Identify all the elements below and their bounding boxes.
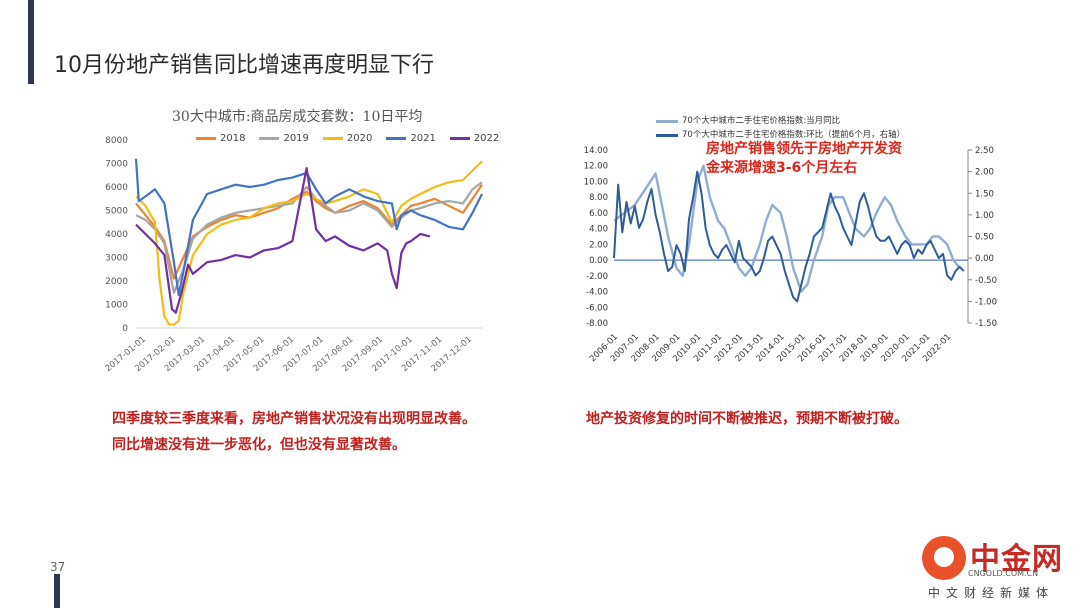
legend-label: 70个大中城市二手住宅价格指数:环比（提前6个月，右轴） (682, 130, 906, 140)
y-left-tick-label: 12.00 (584, 162, 608, 172)
legend-swatch (196, 137, 216, 140)
legend-label: 70个大中城市二手住宅价格指数:当月同比 (682, 116, 841, 126)
chart-legend: 2018 2019 2020 2021 2022 (196, 133, 499, 144)
legend-item: 2022 (449, 133, 500, 144)
logo-icon (922, 536, 966, 580)
legend-label: 2022 (473, 133, 500, 144)
y-right-tick-label: 1.50 (975, 189, 994, 199)
legend-item: 70个大中城市二手住宅价格指数:环比（提前6个月，右轴） (656, 128, 905, 142)
brand-domain: CNGOLD.COM.CN (968, 569, 1039, 578)
legend-label: 2020 (346, 133, 373, 144)
accent-bar-bottom (54, 574, 60, 608)
legend-label: 2019 (283, 133, 309, 144)
chart-annotation: 房地产销售领先于房地产开发资 金来源增速3-6个月左右 (706, 140, 902, 178)
y-tick-label: 0 (122, 324, 128, 334)
y-right-tick-label: -0.50 (975, 276, 997, 286)
legend-label: 2018 (220, 133, 246, 144)
chart-title: 30大中城市:商品房成交套数：10日平均 (172, 109, 423, 125)
y-left-tick-label: -2.00 (586, 272, 608, 282)
legend-label: 2021 (410, 133, 436, 144)
chart-legend: 70个大中城市二手住宅价格指数:当月同比 70个大中城市二手住宅价格指数:环比（… (656, 114, 905, 142)
y-right-tick-label: 0.00 (975, 254, 994, 264)
legend-swatch (656, 119, 678, 123)
y-tick-label: 2000 (105, 277, 128, 287)
legend-swatch (322, 137, 343, 140)
y-right-tick-label: 2.00 (975, 168, 994, 178)
series-line-2020 (135, 160, 483, 326)
y-right-tick-label: -1.50 (975, 319, 997, 329)
legend-swatch (259, 137, 280, 140)
accent-bar (28, 0, 34, 84)
y-right-tick-label: 2.50 (975, 146, 994, 156)
y-tick-label: 1000 (105, 301, 128, 311)
y-tick-label: 5000 (105, 207, 128, 217)
y-right-tick-label: 0.50 (975, 233, 994, 243)
caption-line: 四季度较三季度来看，房地产销售状况没有出现明显改善。 (112, 411, 476, 427)
series-line-2022 (135, 167, 431, 314)
legend-swatch (449, 137, 470, 140)
y-left-tick-label: -8.00 (586, 319, 608, 329)
legend-item: 2018 (196, 133, 245, 144)
y-left-tick-label: -6.00 (586, 303, 608, 313)
y-left-tick-label: 8.00 (589, 193, 608, 203)
y-left-tick-label: 6.00 (589, 209, 608, 219)
legend-swatch (386, 137, 407, 140)
y-right-tick-label: -1.00 (975, 297, 997, 307)
page-number: 37 (50, 560, 66, 574)
brand-name: 中金网 (970, 542, 1063, 577)
y-left-tick-label: 14.00 (584, 146, 608, 156)
annotation-line: 金来源增速3-6个月左右 (706, 160, 858, 176)
y-tick-label: 3000 (105, 254, 128, 264)
caption-left: 四季度较三季度来看，房地产销售状况没有出现明显改善。 同比增速没有进一步恶化，但… (112, 406, 476, 458)
caption-right: 地产投资修复的时间不断被推迟，预期不断被打破。 (586, 411, 908, 427)
y-right-tick-label: 1.00 (975, 211, 994, 221)
y-left-tick-label: 0.00 (589, 256, 608, 266)
y-tick-label: 4000 (105, 230, 128, 240)
y-tick-label: 6000 (105, 183, 128, 193)
y-left-tick-label: 10.00 (584, 177, 608, 187)
y-tick-label: 7000 (105, 160, 128, 170)
y-left-tick-label: 4.00 (589, 225, 608, 235)
y-left-tick-label: -4.00 (586, 288, 608, 298)
annotation-line: 房地产销售领先于房地产开发资 (706, 141, 902, 157)
series-line-mom (613, 170, 965, 303)
legend-item: 2020 (322, 133, 373, 144)
page-title: 10月份地产销售同比增速再度明显下行 (54, 53, 434, 78)
caption-line: 同比增速没有进一步恶化，但也没有显著改善。 (112, 437, 406, 453)
legend-item: 2021 (386, 133, 436, 144)
series-line-yoy (613, 164, 961, 293)
y-left-tick-label: 2.00 (589, 240, 608, 250)
legend-item: 2019 (259, 133, 309, 144)
y-tick-label: 8000 (105, 136, 128, 146)
legend-swatch (656, 133, 678, 137)
legend-item: 70个大中城市二手住宅价格指数:当月同比 (656, 114, 905, 128)
brand-tagline: 中文财经新媒体 (928, 586, 1055, 600)
